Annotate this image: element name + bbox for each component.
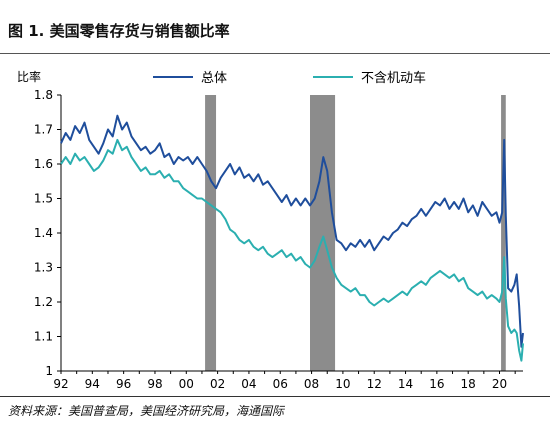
x-tick-label: 00 bbox=[179, 377, 194, 391]
title-divider bbox=[0, 53, 550, 54]
legend-label: 总体 bbox=[201, 71, 227, 86]
recession-band-0 bbox=[205, 95, 217, 371]
x-tick-label: 02 bbox=[210, 377, 225, 391]
source-note: 资料来源：美国普查局，美国经济研究局，海通国际 bbox=[8, 404, 285, 418]
x-tick-label: 94 bbox=[85, 377, 100, 391]
x-tick-label: 16 bbox=[429, 377, 444, 391]
y-tick-label: 1.3 bbox=[34, 261, 53, 275]
recession-band-2 bbox=[501, 95, 506, 371]
x-tick-label: 20 bbox=[492, 377, 507, 391]
legend-label: 不含机动车 bbox=[361, 70, 426, 86]
y-tick-label: 1.4 bbox=[34, 226, 53, 240]
chart-area: 1 1.1 1.2 1.3 1.4 1.5 1.6 1.7 1.8 92 94 96 98 00 02 04 0… bbox=[17, 69, 524, 391]
y-tick-label: 1.6 bbox=[34, 157, 53, 171]
y-tick-label: 1.7 bbox=[34, 123, 53, 137]
x-tick-label: 18 bbox=[461, 377, 476, 391]
x-tick-label: 96 bbox=[116, 377, 131, 391]
y-axis-label: 比率 bbox=[17, 69, 41, 84]
x-tick-label: 98 bbox=[147, 377, 162, 391]
y-tick-label: 1.8 bbox=[34, 88, 53, 102]
series-line-total bbox=[60, 114, 524, 348]
source-divider bbox=[0, 396, 550, 397]
y-tick-label: 1.5 bbox=[34, 192, 53, 206]
x-tick-label: 04 bbox=[241, 377, 256, 391]
x-tick-label: 92 bbox=[53, 377, 68, 391]
y-tick-label: 1.2 bbox=[34, 295, 53, 309]
y-tick-label: 1 bbox=[45, 364, 53, 378]
x-tick-label: 14 bbox=[398, 377, 413, 391]
x-tick-label: 06 bbox=[273, 377, 288, 391]
recession-band-1 bbox=[310, 95, 336, 371]
series-line-ex-auto bbox=[60, 138, 524, 362]
x-tick-label: 12 bbox=[367, 377, 382, 391]
x-tick-label: 08 bbox=[304, 377, 319, 391]
y-tick-label: 1.1 bbox=[34, 330, 53, 344]
chart-title: 图 1. 美国零售存货与销售额比率 bbox=[8, 22, 230, 40]
x-tick-label: 10 bbox=[335, 377, 350, 391]
